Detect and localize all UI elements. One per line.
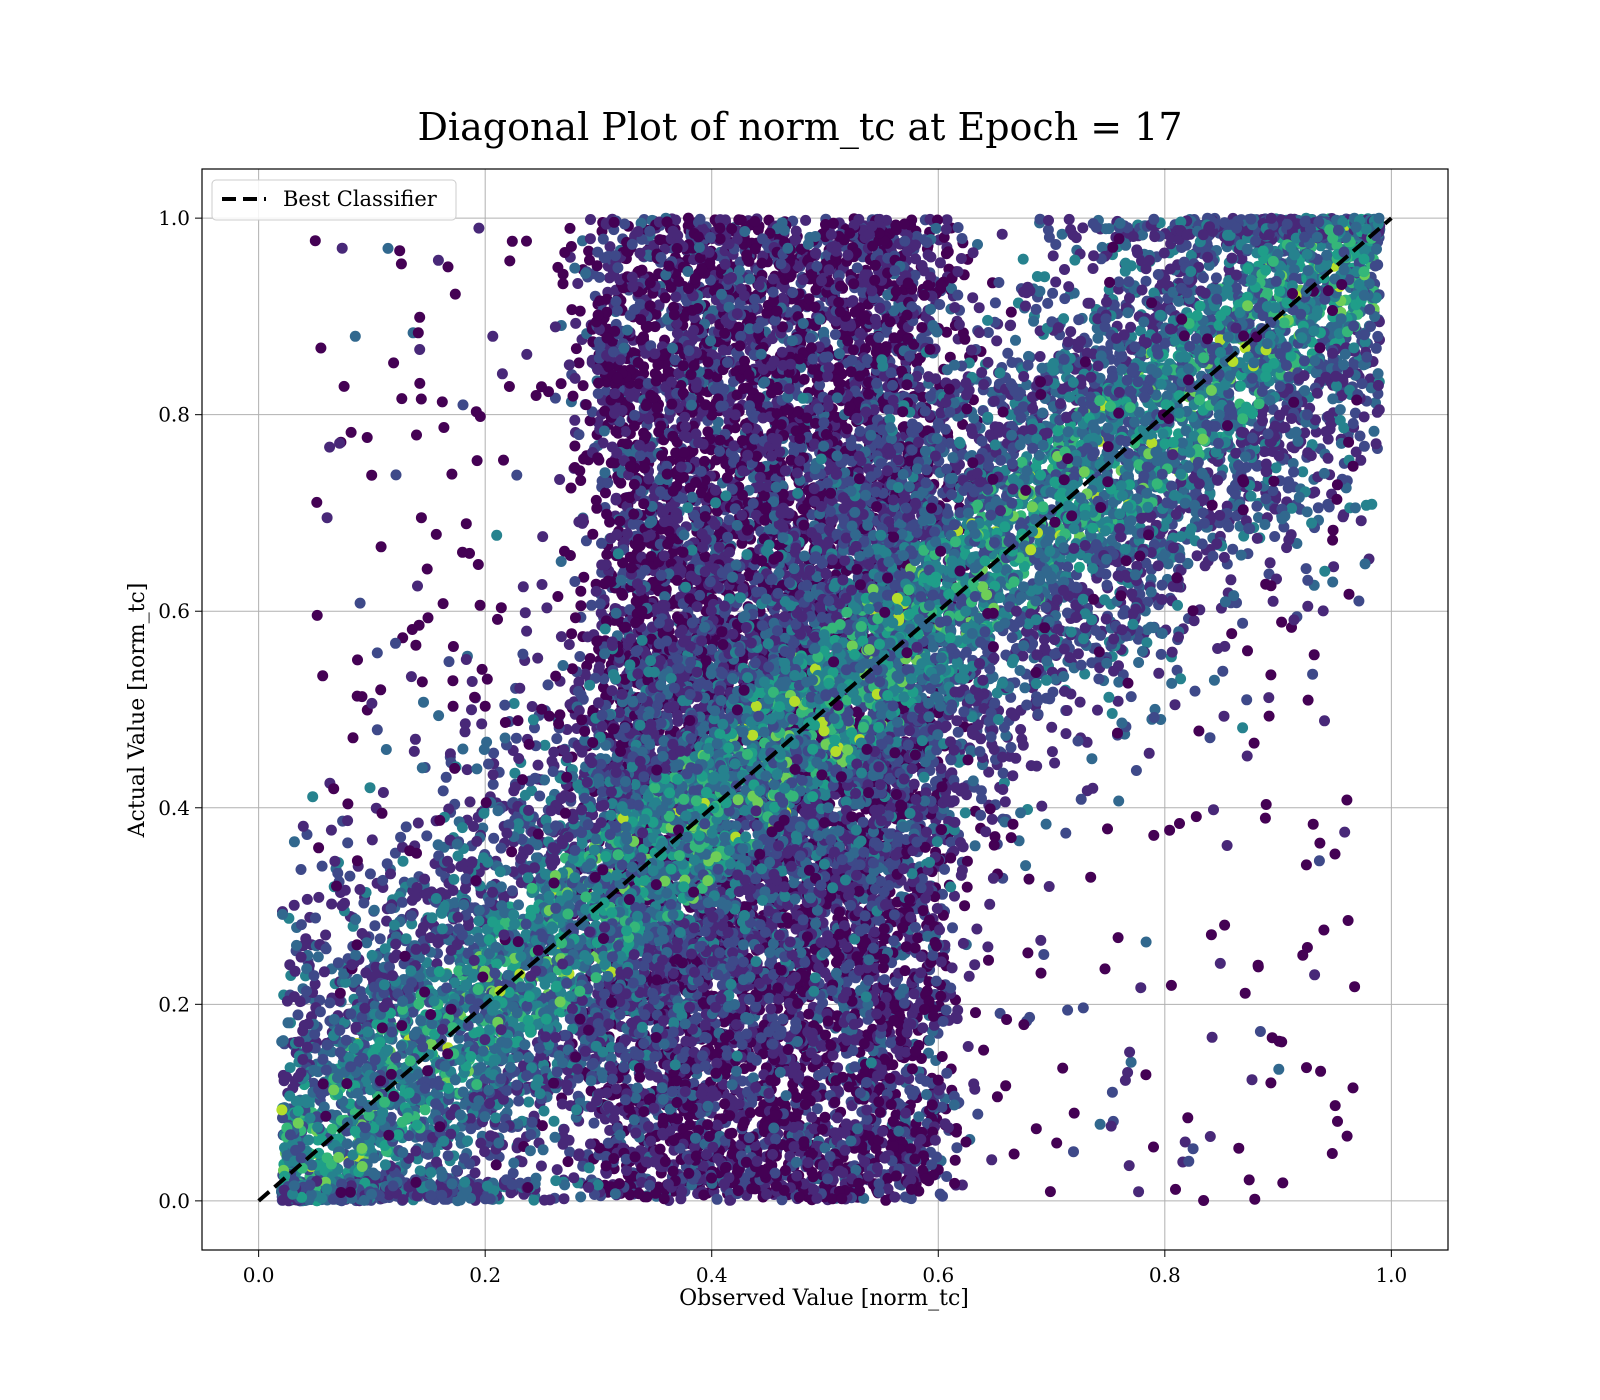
scatter-points (276, 212, 1386, 1207)
data-point (599, 467, 611, 479)
data-point (963, 970, 975, 982)
data-point (991, 1091, 1003, 1103)
data-point (774, 1066, 786, 1078)
data-point (585, 214, 596, 225)
data-point (949, 1154, 961, 1166)
data-point (969, 959, 981, 971)
data-point (569, 440, 581, 452)
data-point (961, 881, 973, 893)
data-point (566, 304, 578, 316)
data-point (570, 317, 582, 329)
data-point (962, 1041, 974, 1052)
data-point (888, 332, 900, 344)
data-point (555, 378, 567, 390)
data-point (541, 602, 553, 614)
data-point (934, 257, 946, 269)
chart-title: Diagonal Plot of norm_tc at Epoch = 17 (417, 105, 1182, 150)
data-point (566, 628, 578, 640)
data-point (573, 357, 585, 369)
data-point (602, 477, 614, 489)
data-point (670, 291, 682, 303)
data-point (600, 487, 611, 499)
data-point (806, 1111, 818, 1123)
data-point (574, 651, 586, 662)
data-point (831, 1112, 843, 1124)
data-point (711, 1193, 723, 1205)
data-point (912, 932, 924, 944)
data-point (559, 545, 570, 557)
data-point (916, 322, 928, 333)
